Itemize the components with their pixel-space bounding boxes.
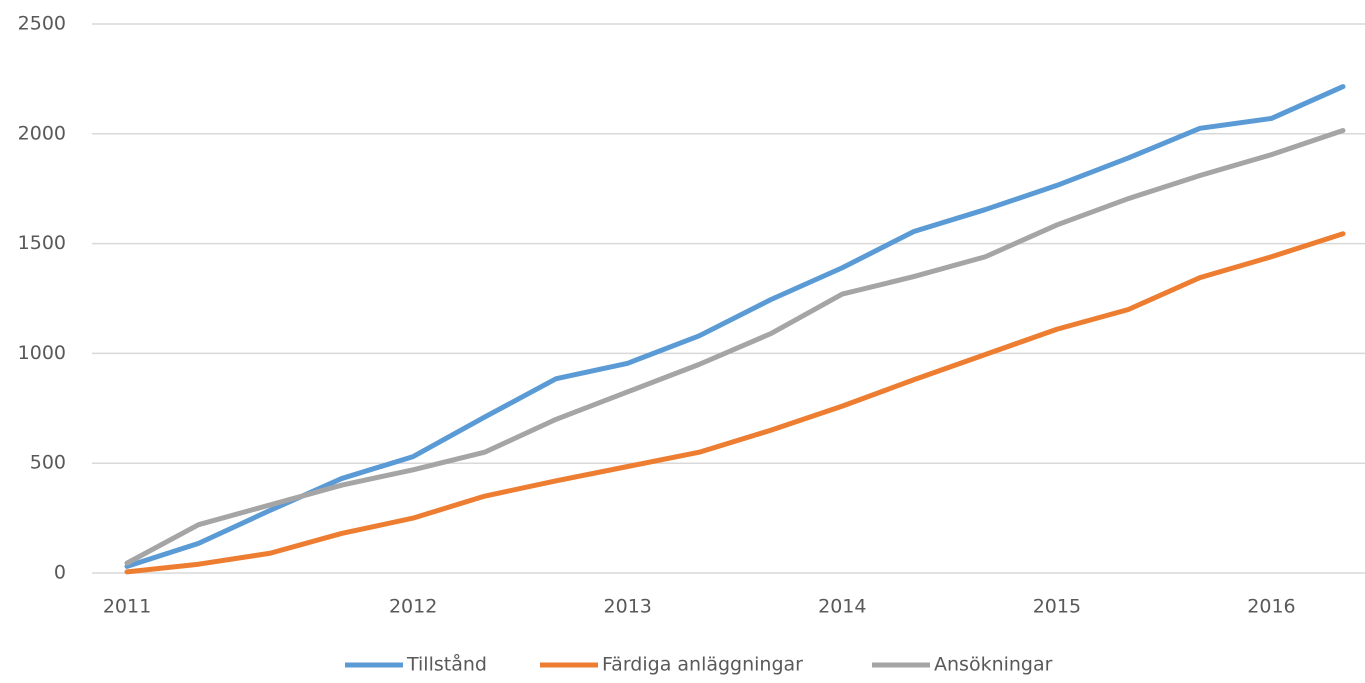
y-tick-label: 1500	[18, 232, 66, 254]
series-line	[124, 231, 1346, 575]
x-tick-label: 2013	[604, 596, 652, 618]
legend-label: Tillstånd	[406, 653, 487, 676]
x-tick-label: 2015	[1033, 596, 1081, 618]
series-line	[124, 128, 1346, 566]
series-line	[124, 84, 1346, 569]
y-tick-label: 2000	[18, 122, 66, 144]
y-tick-label: 500	[30, 452, 66, 474]
x-tick-label: 2012	[389, 596, 437, 618]
x-tick-label: 2011	[103, 596, 151, 618]
y-tick-label: 1000	[18, 342, 66, 364]
legend-label: Ansökningar	[934, 654, 1053, 676]
x-tick-label: 2016	[1247, 596, 1295, 618]
y-tick-label: 0	[54, 562, 66, 584]
y-tick-label: 2500	[18, 13, 66, 35]
legend-label: Färdiga anläggningar	[602, 654, 803, 676]
x-tick-label: 2014	[818, 596, 866, 618]
